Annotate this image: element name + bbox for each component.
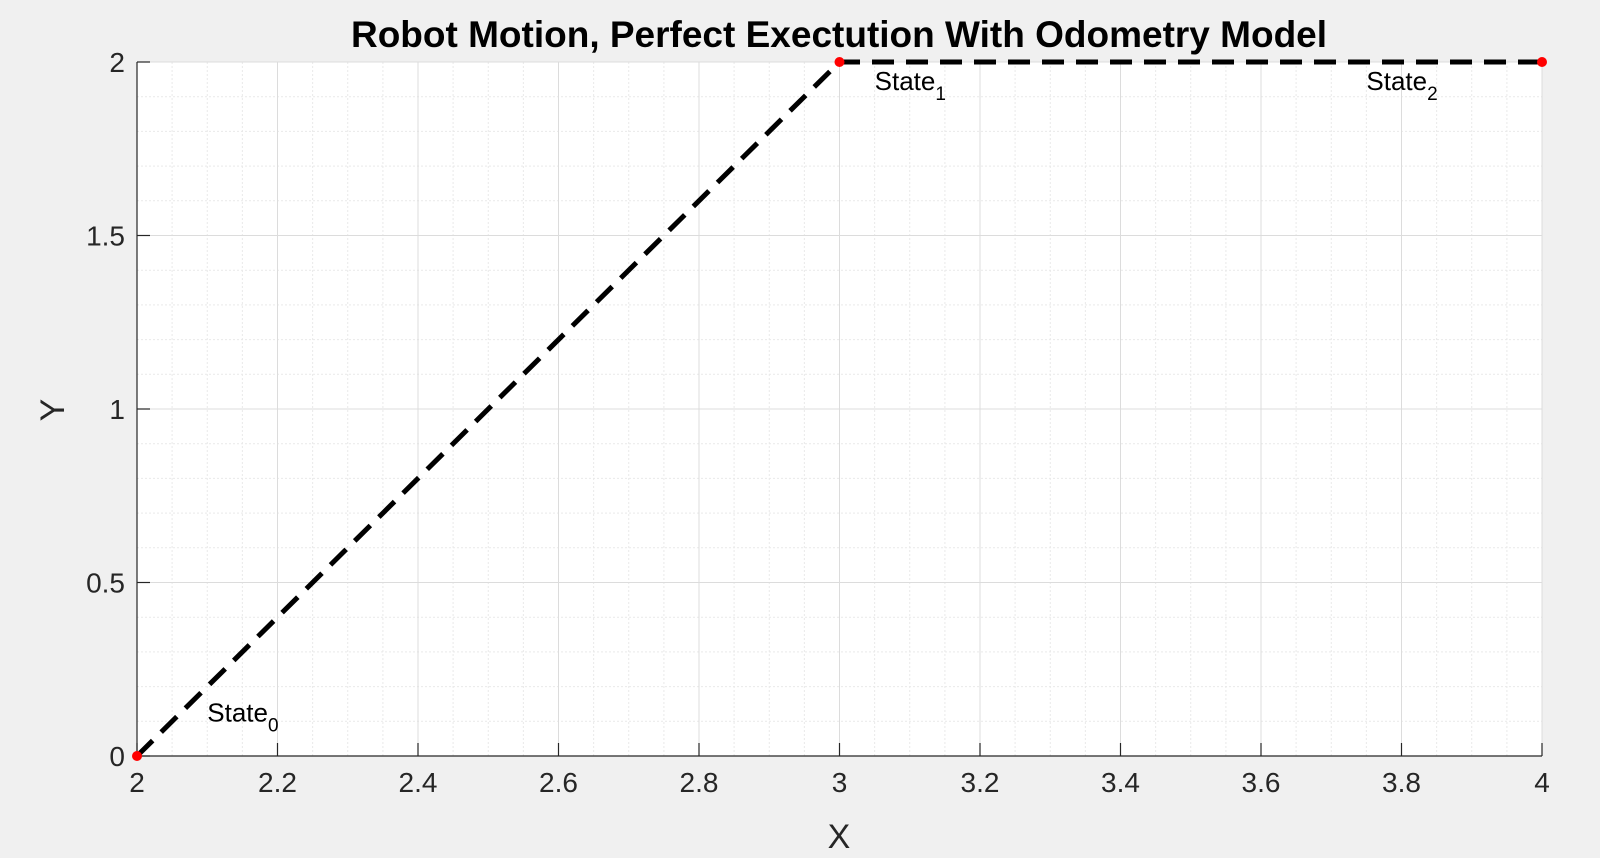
- chart-title: Robot Motion, Perfect Exectution With Od…: [351, 14, 1327, 55]
- state-label-subscript: 2: [1427, 84, 1438, 105]
- x-tick-label: 2: [129, 767, 145, 798]
- x-tick-label: 3.4: [1101, 767, 1140, 798]
- major-grid: [136, 61, 1543, 757]
- y-tick-label: 2: [109, 47, 125, 78]
- y-tick-label: 1: [109, 394, 125, 425]
- y-tick-label: 0.5: [86, 568, 125, 599]
- state-point: [1537, 57, 1547, 67]
- state-point: [834, 57, 845, 67]
- state-label-text: State: [207, 697, 268, 727]
- x-tick-label: 2.4: [399, 767, 438, 798]
- tick-labels: 2 2.2 2.4 2.6 2.8 3 3.2 3.4 3.6 3.8 4 0 0.5 1 1.5 2: [86, 47, 1550, 798]
- x-tick-label: 4: [1534, 767, 1550, 798]
- state-label: State2: [1366, 66, 1437, 105]
- state-label-subscript: 0: [268, 715, 279, 736]
- state-label: State1: [875, 66, 946, 105]
- x-axis-label: X: [828, 818, 851, 856]
- state-label-text: State: [875, 66, 936, 96]
- x-tick-label: 3: [832, 767, 848, 798]
- x-tick-label: 3.8: [1382, 767, 1421, 798]
- y-axis-label: Y: [34, 399, 72, 422]
- data-markers: [132, 57, 1547, 761]
- x-tick-label: 2.8: [680, 767, 719, 798]
- x-tick-label: 2.6: [539, 767, 578, 798]
- state-label: State0: [207, 697, 278, 736]
- x-tick-label: 2.2: [258, 767, 297, 798]
- x-tick-label: 3.6: [1242, 767, 1281, 798]
- state-label-subscript: 1: [935, 84, 946, 105]
- state-point: [132, 751, 142, 761]
- x-tick-label: 3.2: [961, 767, 1000, 798]
- y-tick-label: 0: [109, 741, 125, 772]
- y-tick-label: 1.5: [86, 221, 125, 252]
- axes: [136, 61, 1543, 757]
- state-label-text: State: [1366, 66, 1427, 96]
